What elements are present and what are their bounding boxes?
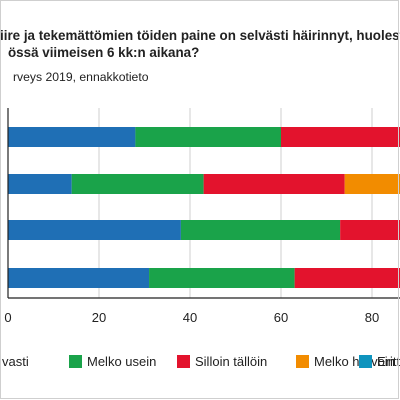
legend-swatch-4 — [296, 355, 309, 368]
x-tick-label-3: 60 — [274, 310, 288, 325]
x-tick-label-2: 40 — [183, 310, 197, 325]
title-line-1: iire ja tekemättömien töiden paine on se… — [0, 28, 400, 43]
x-tick-label-1: 20 — [92, 310, 106, 325]
title-line-2: össä viimeisen 6 kk:n aikana? — [8, 45, 200, 60]
legend-label-5: Erittä — [377, 354, 400, 369]
bar-row2-series2 — [71, 174, 204, 194]
legend: vasti Melko usein Silloin tällöin Melko har… — [0, 354, 400, 369]
bar-segments — [8, 127, 400, 288]
legend-swatch-5 — [359, 355, 372, 368]
legend-swatch-2 — [69, 355, 82, 368]
bar-row4-series3 — [294, 268, 400, 288]
legend-label-4: Melko harvoin — [314, 354, 395, 369]
legend-label-3: Silloin tällöin — [195, 354, 267, 369]
bar-row3-series1 — [8, 220, 181, 240]
bar-row1-series1 — [8, 127, 136, 147]
bar-row2-series4 — [344, 174, 400, 194]
x-tick-label-0: 0 — [4, 310, 11, 325]
bar-row3-series3 — [340, 220, 400, 240]
x-tick-label-4: 80 — [365, 310, 379, 325]
chart-subtitle: rveys 2019, ennakkotieto — [13, 70, 149, 84]
bar-row2-series3 — [203, 174, 345, 194]
x-axis — [7, 108, 400, 299]
bar-row2-series1 — [8, 174, 72, 194]
chart-title: iire ja tekemättömien töiden paine on se… — [0, 27, 400, 61]
legend-label-1: vasti — [2, 354, 29, 369]
legend-swatch-3 — [177, 355, 190, 368]
bar-row4-series2 — [149, 268, 295, 288]
bar-row4-series1 — [8, 268, 150, 288]
x-tick-labels: 0 20 40 60 80 — [4, 310, 379, 325]
legend-swatch-1 — [0, 355, 1, 368]
legend-label-2: Melko usein — [87, 354, 156, 369]
bar-row3-series2 — [180, 220, 341, 240]
bar-row1-series3 — [281, 127, 400, 147]
bar-row1-series2 — [135, 127, 281, 147]
